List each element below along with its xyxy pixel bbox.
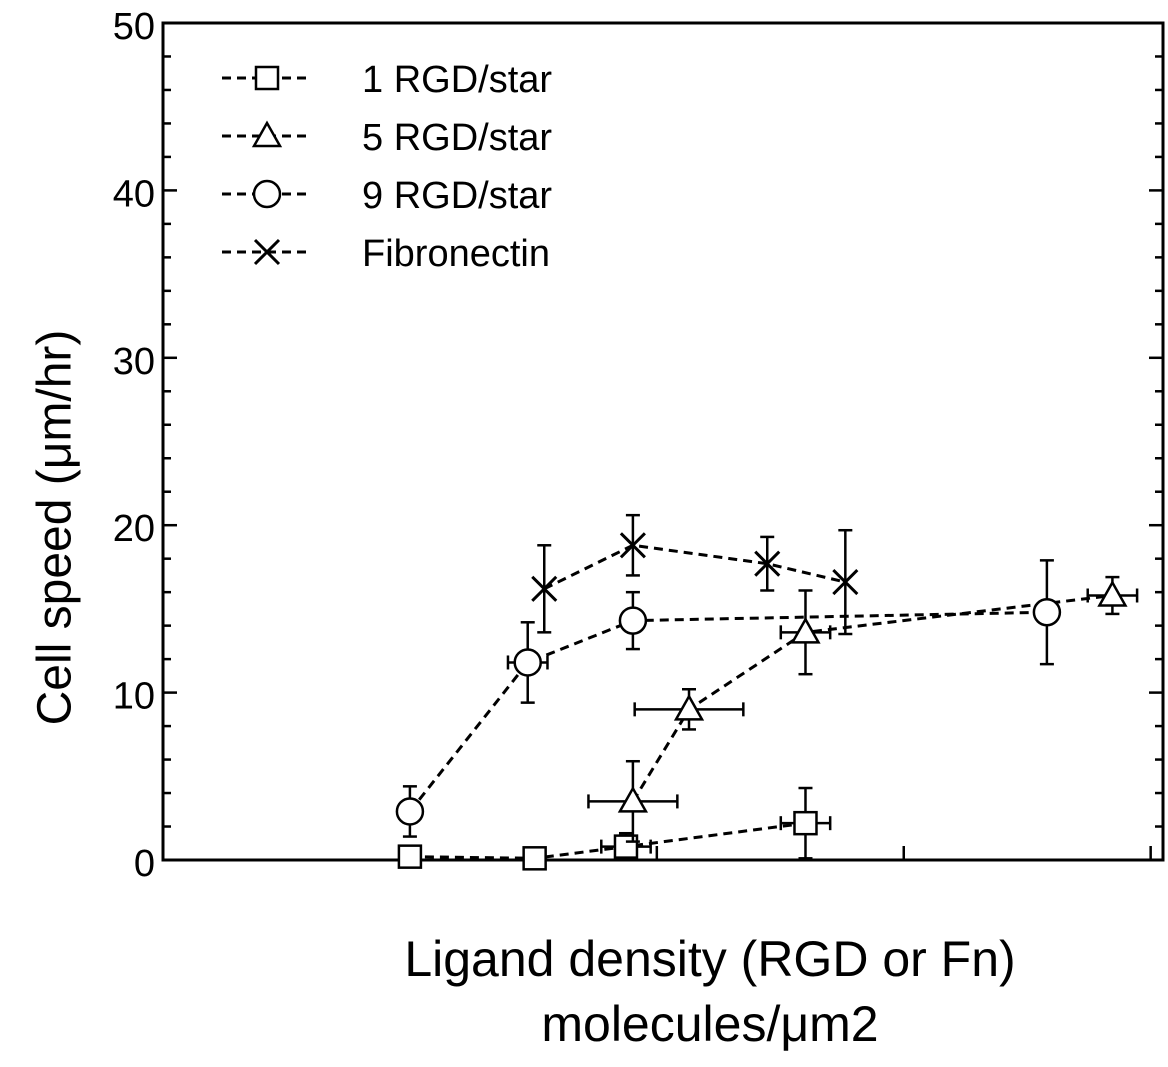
y-tick-label: 10 xyxy=(113,676,155,718)
series-x xyxy=(531,513,859,636)
x-axis-label: Ligand density (RGD or Fn) xyxy=(404,931,1016,987)
data-point xyxy=(617,785,649,813)
y-tick-label: 50 xyxy=(113,6,155,48)
data-point xyxy=(522,846,547,871)
data-point xyxy=(531,575,558,602)
data-point xyxy=(793,810,818,836)
legend-marker xyxy=(251,120,283,148)
legend-marker xyxy=(254,65,280,91)
data-point xyxy=(673,693,705,721)
series-circle xyxy=(395,559,1062,838)
y-axis: 0 10 20 30 40 50 xyxy=(113,6,1163,885)
series-line xyxy=(408,610,1047,813)
y-axis-label: Cell speed (μm/hr) xyxy=(28,329,82,726)
series-layer xyxy=(395,513,1139,871)
y-tick-label: 40 xyxy=(113,173,155,215)
data-point xyxy=(397,844,423,869)
data-point xyxy=(790,616,821,644)
series-line xyxy=(543,543,846,591)
legend-marker xyxy=(252,179,282,209)
legend-marker xyxy=(253,238,281,266)
series-line xyxy=(409,821,806,860)
legend-label: 5 RGD/star xyxy=(362,117,552,159)
legend: 1 RGD/star 5 RGD/star 9 RGD/star Fibronecti… xyxy=(222,59,552,275)
x-axis-label-units: molecules/μm2 xyxy=(541,996,879,1052)
legend-label: 9 RGD/star xyxy=(362,175,552,217)
data-point xyxy=(395,797,425,826)
data-point xyxy=(754,550,781,577)
data-point xyxy=(513,648,542,677)
data-point xyxy=(618,606,648,635)
series-triangle xyxy=(587,575,1139,843)
y-tick-label: 30 xyxy=(113,341,155,383)
legend-label: Fibronectin xyxy=(362,233,550,275)
x-axis xyxy=(161,846,1152,860)
data-point xyxy=(832,569,859,596)
legend-label: 1 RGD/star xyxy=(362,59,552,101)
data-point xyxy=(1032,597,1062,627)
data-point xyxy=(1097,579,1128,607)
plot-area-frame xyxy=(161,21,1165,862)
series-line xyxy=(631,594,1113,803)
y-tick-label: 20 xyxy=(113,508,155,550)
data-point xyxy=(619,532,646,559)
y-tick-label: 0 xyxy=(134,843,155,885)
